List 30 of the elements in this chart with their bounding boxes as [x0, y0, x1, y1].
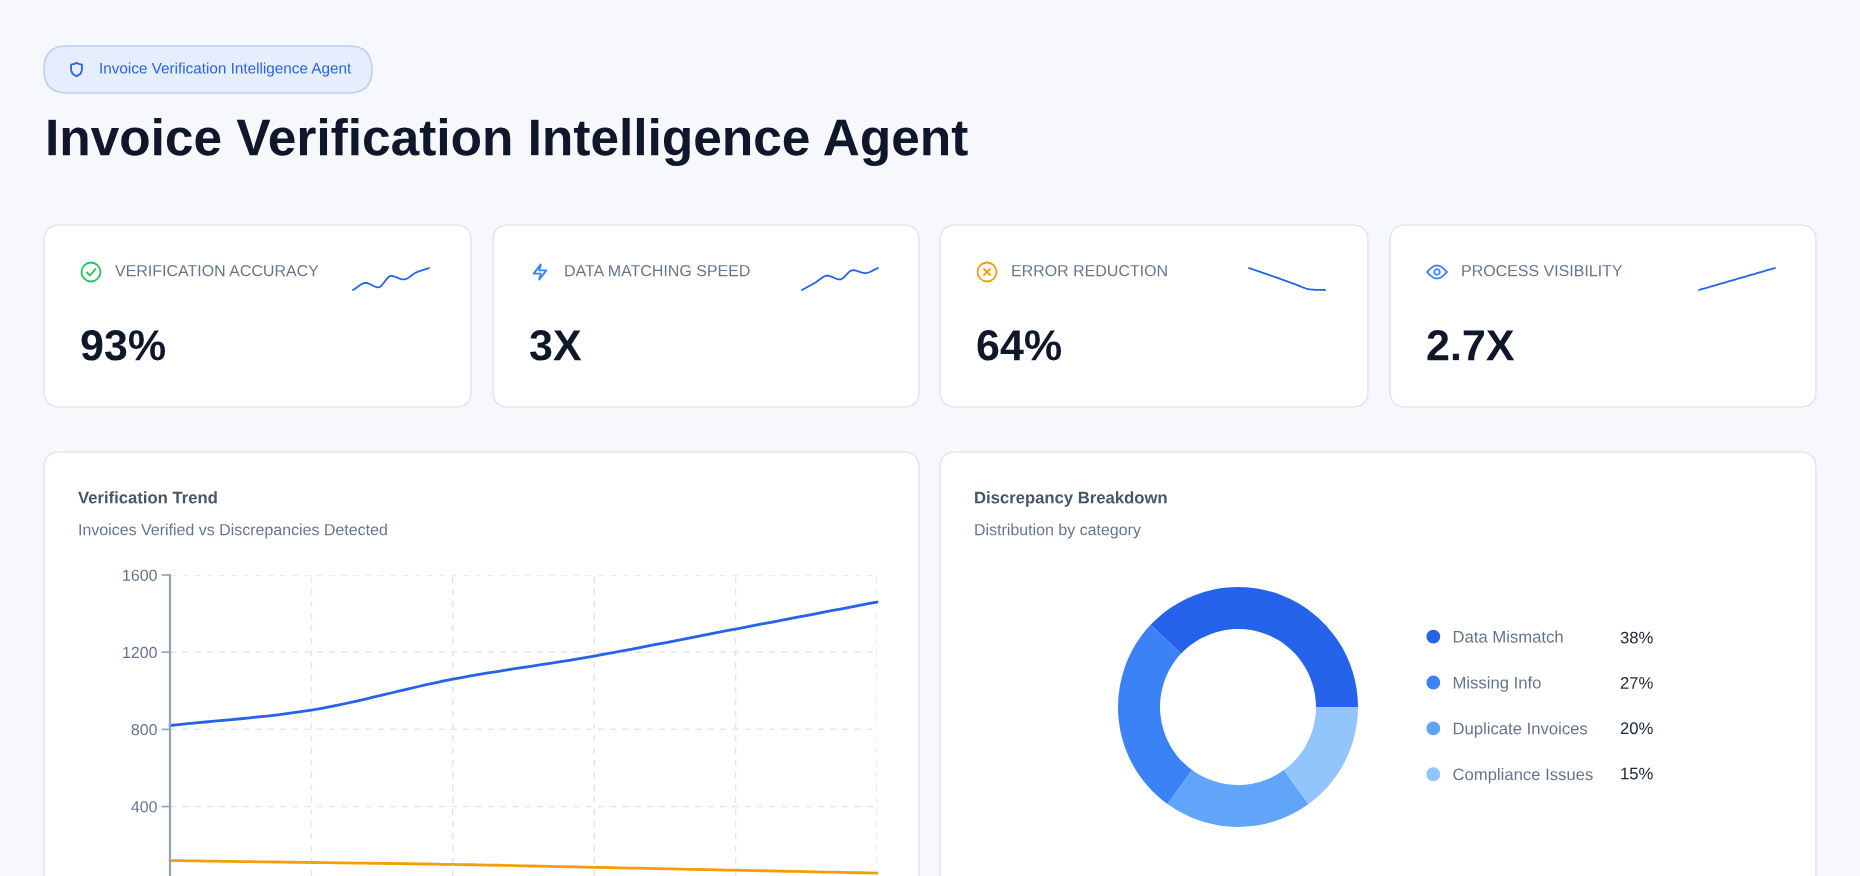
data-label: 20% — [1620, 722, 1653, 735]
chart-subtitle: Invoices Verified vs Discrepancies Detected — [79, 523, 387, 539]
text: 2.7X — [1427, 330, 1515, 361]
text: PROCESS VISIBILITY — [1462, 264, 1623, 277]
text: 93% — [81, 330, 166, 361]
chart-subtitle: Distribution by category — [975, 523, 1141, 539]
y-tick-label: 1600 — [123, 569, 157, 581]
donut-slice — [1118, 624, 1193, 805]
chart-title: Discrepancy Breakdown — [975, 491, 1167, 507]
text: Invoice Verification Intelligence Agent — [100, 62, 352, 77]
legend-label: Duplicate Invoices — [1453, 722, 1588, 738]
donut-slice — [1283, 707, 1358, 805]
y-tick-label: 800 — [131, 723, 157, 736]
data-label: 15% — [1621, 767, 1653, 780]
data-label: 27% — [1620, 677, 1653, 689]
donut-slice — [1167, 770, 1309, 827]
chart-title: Verification Trend — [78, 491, 217, 504]
text: Invoice Verification Intelligence Agent — [48, 117, 968, 167]
text: ERROR REDUCTION — [1012, 264, 1167, 277]
legend-label: Compliance Issues — [1453, 768, 1593, 784]
data-label: 38% — [1620, 631, 1653, 644]
text: DATA MATCHING SPEED — [565, 264, 750, 277]
text: 64% — [977, 330, 1062, 361]
text: VERIFICATION ACCURACY — [115, 264, 319, 277]
legend-label: Data Mismatch — [1453, 630, 1563, 643]
y-tick-label: 1200 — [123, 646, 157, 659]
legend-label: Missing Info — [1453, 676, 1541, 692]
text: 3X — [529, 330, 582, 361]
donut-slice — [1150, 587, 1358, 707]
y-tick-label: 400 — [131, 801, 157, 813]
